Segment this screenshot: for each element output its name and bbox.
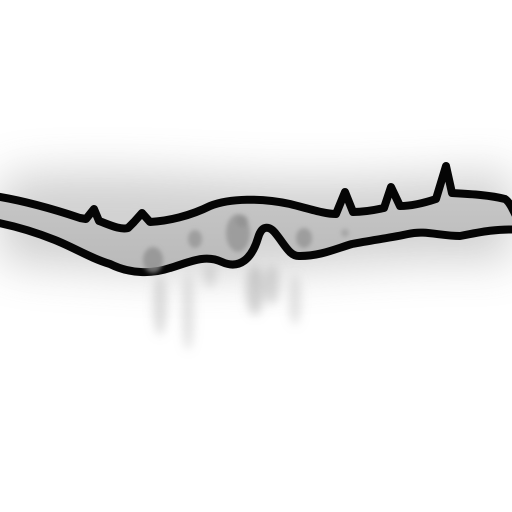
platform-body bbox=[0, 162, 512, 277]
platform-spots bbox=[143, 214, 349, 273]
spot bbox=[236, 215, 248, 227]
spot bbox=[143, 247, 163, 273]
spot bbox=[296, 228, 312, 248]
spot bbox=[188, 230, 202, 248]
spot bbox=[341, 229, 349, 237]
drip-shadows bbox=[153, 263, 301, 350]
